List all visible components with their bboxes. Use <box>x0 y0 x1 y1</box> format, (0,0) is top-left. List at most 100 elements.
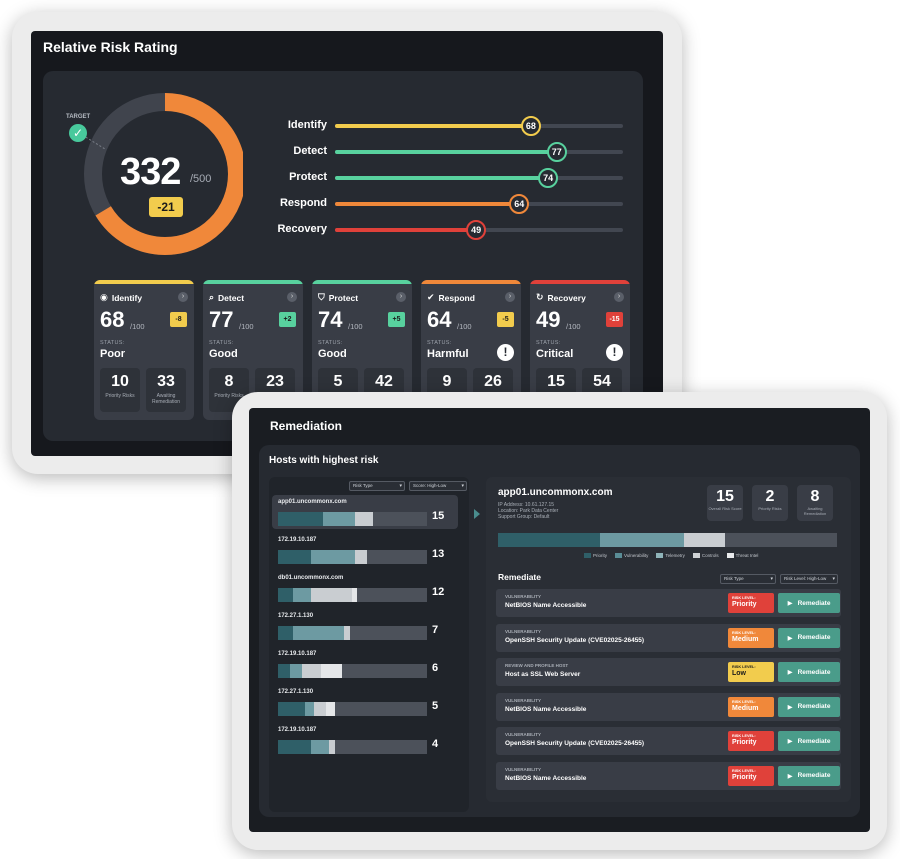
priority-risks-count: 8 <box>224 373 234 390</box>
bar-value-knob[interactable]: 64 <box>509 194 530 214</box>
bar-fill <box>335 202 520 206</box>
awaiting-count: 54 <box>593 373 611 390</box>
host-row[interactable]: 172.19.10.187 4 <box>272 723 458 757</box>
warning-icon: ! <box>606 344 623 361</box>
item-type: VULNERABILITY <box>505 766 541 772</box>
remediation-item: REVIEW AND PROFILE HOST Host as SSL Web S… <box>496 658 841 686</box>
legend-swatch <box>692 553 700 559</box>
bar-fill <box>335 176 549 180</box>
remediation-panel: Hosts with highest risk Risk Type Score:… <box>259 445 860 817</box>
chevron-right-icon[interactable]: › <box>505 292 515 302</box>
priority-risks-label: Priority Risks <box>105 393 135 399</box>
target-label: TARGET <box>66 114 91 120</box>
risk-level-badge: RISK LEVEL: Priority <box>728 731 774 751</box>
host-bar-segment <box>278 664 290 678</box>
detail-stat-value: 2 <box>765 488 775 505</box>
remediate-button-label: Remediate <box>797 737 831 745</box>
item-type: REVIEW AND PROFILE HOST <box>505 663 569 668</box>
card-delta: -8 <box>170 312 187 327</box>
host-risk-bar <box>278 626 427 640</box>
category-bar-label: Protect <box>289 171 327 183</box>
remediate-button-label: Remediate <box>797 703 831 710</box>
legend-label: Priority <box>593 553 608 558</box>
host-name: 172.27.1.130 <box>278 613 314 619</box>
legend-swatch <box>584 553 591 559</box>
chevron-right-icon[interactable]: › <box>287 292 297 302</box>
risk-rating-device: Relative Risk Rating TARGET ✓ 332 /500 -… <box>12 12 682 474</box>
risk-level-value: Medium <box>732 704 759 712</box>
host-row[interactable]: 172.27.1.130 7 <box>272 609 458 643</box>
card-identify[interactable]: ◉ Identify › 68/100 -8 STATUS: Poor 10 Priority … <box>94 280 194 420</box>
priority-risks-count: 10 <box>111 373 129 390</box>
bar-value-knob[interactable]: 68 <box>520 116 541 136</box>
chevron-right-icon[interactable]: › <box>396 292 406 302</box>
detail-group: Support Group: Default <box>498 514 550 520</box>
card-score: 74 <box>318 307 343 332</box>
host-score: 4 <box>432 738 439 750</box>
detail-bar-segment <box>599 533 685 547</box>
host-row[interactable]: 172.19.10.187 13 <box>272 533 458 567</box>
host-score: 12 <box>432 586 445 598</box>
remediate-button[interactable]: ▶ Remediate <box>778 765 840 786</box>
host-risk-bar <box>278 588 427 602</box>
remediation-item: VULNERABILITY NetBIOS Name Accessible RISK… <box>496 761 841 790</box>
play-icon: ▶ <box>787 669 793 676</box>
card-accent <box>421 280 521 284</box>
detail-stat-label: Priority Risks <box>758 506 782 511</box>
host-row[interactable]: db01.uncommonx.com 12 <box>272 571 458 605</box>
rem-risk-type-select[interactable]: Risk Type <box>720 574 776 584</box>
card-status-label: STATUS: <box>427 340 452 346</box>
host-detail-panel: app01.uncommonx.com IP Address: 10.61.12… <box>486 477 851 802</box>
remediate-button[interactable]: ▶ Remediate <box>778 731 840 751</box>
remediate-button[interactable]: ▶ Remediate <box>778 662 840 682</box>
hosts-list-panel: Risk Type Score: High-Low app01.uncommon… <box>269 477 469 812</box>
card-accent <box>312 280 412 284</box>
bar-value-knob[interactable]: 49 <box>466 220 487 240</box>
risk-legend: Priority Vulnerability Telemetry Controls Th… <box>584 553 759 559</box>
host-row[interactable]: 172.19.10.187 6 <box>272 647 458 681</box>
remediate-button[interactable]: ▶ Remediate <box>778 696 840 717</box>
category-bar-recovery: Recovery 49 <box>243 219 623 240</box>
bar-value-knob[interactable]: 77 <box>546 142 567 162</box>
category-bar-label: Identify <box>287 119 327 131</box>
risk-level-badge: RISK LEVEL: Medium <box>728 627 774 648</box>
remediate-button-label: Remediate <box>797 772 831 779</box>
chevron-right-icon[interactable]: › <box>178 292 188 302</box>
bar-fill <box>335 124 531 128</box>
host-row[interactable]: 172.27.1.130 5 <box>272 685 458 719</box>
remediate-button[interactable]: ▶ Remediate <box>778 593 840 613</box>
remediate-button[interactable]: ▶ Remediate <box>778 627 840 648</box>
risk-level-value: Medium <box>732 635 759 643</box>
legend-item: Telemetry <box>656 553 685 559</box>
risk-type-select[interactable]: Risk Type <box>349 481 405 491</box>
legend-label: Threat Intel <box>735 553 759 558</box>
host-bar-segment <box>292 588 311 602</box>
card-header: ⌕ Detect <box>209 292 244 303</box>
chevron-right-icon[interactable]: › <box>614 292 624 302</box>
legend-item: Vulnerability <box>615 553 648 559</box>
bar-value-knob[interactable]: 74 <box>538 168 559 188</box>
awaiting-remediation-box: 33 Awaiting Remediation <box>146 368 186 412</box>
host-score: 15 <box>432 510 445 522</box>
category-bar-detect: Detect 77 <box>243 141 623 162</box>
host-bar-segment <box>278 550 311 564</box>
detail-stat-value: 15 <box>716 488 734 505</box>
sort-select[interactable]: Score: High-Low <box>409 481 467 491</box>
legend-label: Telemetry <box>665 553 685 558</box>
risk-level-value: Priority <box>732 601 757 608</box>
card-header: ✔ Respond <box>427 292 475 303</box>
host-bar-segment <box>352 588 357 602</box>
host-row[interactable]: app01.uncommonx.com 15 <box>272 495 458 529</box>
card-name: Protect <box>328 292 359 303</box>
play-icon: ▶ <box>787 600 793 607</box>
host-bar-segment <box>304 702 314 716</box>
rem-sort-select[interactable]: Risk Level: High-Low <box>780 574 838 584</box>
host-bar-segment <box>292 626 344 640</box>
overall-max: /500 <box>190 173 212 185</box>
host-bar-segment <box>325 702 335 716</box>
legend-swatch <box>656 553 664 559</box>
host-risk-bar <box>278 550 427 564</box>
category-bar-respond: Respond 64 <box>243 193 623 214</box>
play-icon: ▶ <box>787 634 793 642</box>
host-bar-segment <box>278 512 323 526</box>
